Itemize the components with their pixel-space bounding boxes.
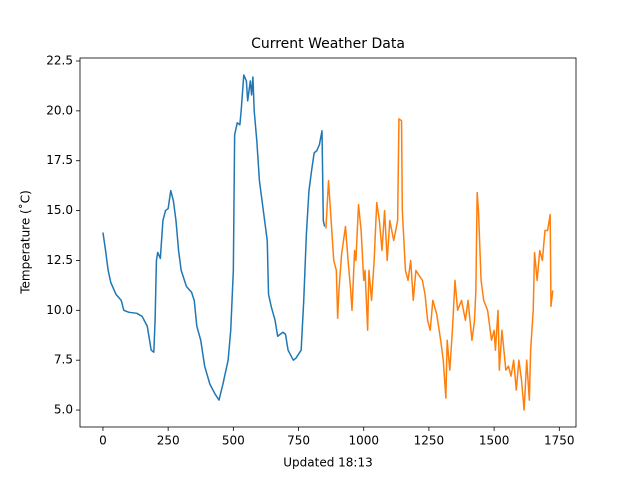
y-tick-label: 22.5 bbox=[46, 53, 73, 67]
x-tick-label: 1000 bbox=[348, 434, 379, 448]
y-tick-label: 12.5 bbox=[46, 253, 73, 267]
x-tick-label: 250 bbox=[157, 434, 180, 448]
x-axis-label: Updated 18:13 bbox=[283, 456, 372, 470]
y-tick-label: 10.0 bbox=[46, 303, 73, 317]
x-tick-label: 500 bbox=[222, 434, 245, 448]
x-tick-label: 750 bbox=[287, 434, 310, 448]
y-tick-label: 15.0 bbox=[46, 203, 73, 217]
y-tick-label: 5.0 bbox=[54, 403, 73, 417]
x-tick-label: 1250 bbox=[414, 434, 445, 448]
data-line bbox=[102, 74, 326, 401]
y-tick-label: 7.5 bbox=[54, 353, 73, 367]
plot-frame bbox=[79, 57, 577, 428]
y-tick-label: 20.0 bbox=[46, 103, 73, 117]
y-tick-label: 17.5 bbox=[46, 153, 73, 167]
x-tick-label: 1500 bbox=[479, 434, 510, 448]
y-axis-label: Temperature (˚C) bbox=[18, 190, 33, 295]
data-line bbox=[325, 118, 554, 411]
x-tick-label: 0 bbox=[99, 434, 107, 448]
x-tick-label: 1750 bbox=[544, 434, 575, 448]
chart-title: Current Weather Data bbox=[251, 36, 405, 52]
